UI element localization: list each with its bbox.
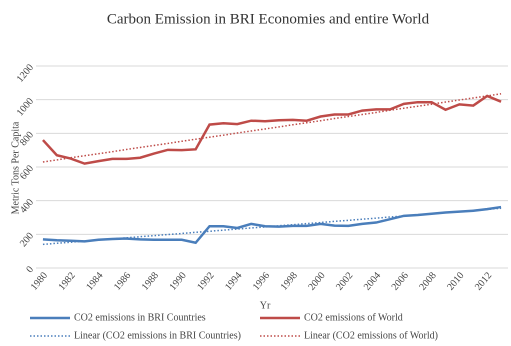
- x-tick-label: 2010: [445, 270, 466, 292]
- legend-label: CO2 emissions in BRI Countries: [74, 312, 206, 323]
- legend-label: Linear (CO2 emissions in BRI Countries): [74, 330, 241, 341]
- y-tick-label: 200: [18, 231, 36, 250]
- x-tick-label: 2000: [306, 270, 327, 292]
- y-tick-label: 1000: [15, 96, 36, 118]
- x-tick-label: 2012: [473, 270, 494, 292]
- x-tick-label: 1992: [195, 270, 216, 292]
- y-tick-label: 1200: [15, 62, 36, 84]
- y-axis-label: Metric Tons Per Capita: [10, 121, 21, 214]
- x-tick-label: 2008: [417, 270, 438, 292]
- x-tick-label: 1986: [112, 270, 133, 292]
- x-tick-label: 1996: [251, 270, 272, 292]
- x-tick-label: 1982: [56, 270, 77, 292]
- x-tick-label: 2004: [362, 270, 383, 292]
- legend-label: CO2 emissions of World: [304, 312, 403, 323]
- x-tick-label: 2002: [334, 270, 355, 292]
- series-line: [42, 205, 502, 245]
- x-tick-label: 2006: [390, 270, 411, 292]
- series-line: [42, 93, 502, 163]
- series-line: [42, 207, 502, 246]
- x-tick-label: 1990: [168, 270, 189, 292]
- x-axis-label: Yr: [260, 300, 271, 311]
- chart-title: Carbon Emission in BRI Economies and ent…: [107, 11, 430, 27]
- x-tick-label: 1988: [140, 270, 161, 292]
- x-tick-label: 1984: [84, 270, 105, 292]
- x-tick-label: 1994: [223, 270, 244, 292]
- legend-label: Linear (CO2 emissions of World): [304, 330, 438, 341]
- y-tick-label: 0: [24, 264, 36, 275]
- series-line: [42, 94, 502, 165]
- x-tick-label: 1998: [279, 270, 300, 292]
